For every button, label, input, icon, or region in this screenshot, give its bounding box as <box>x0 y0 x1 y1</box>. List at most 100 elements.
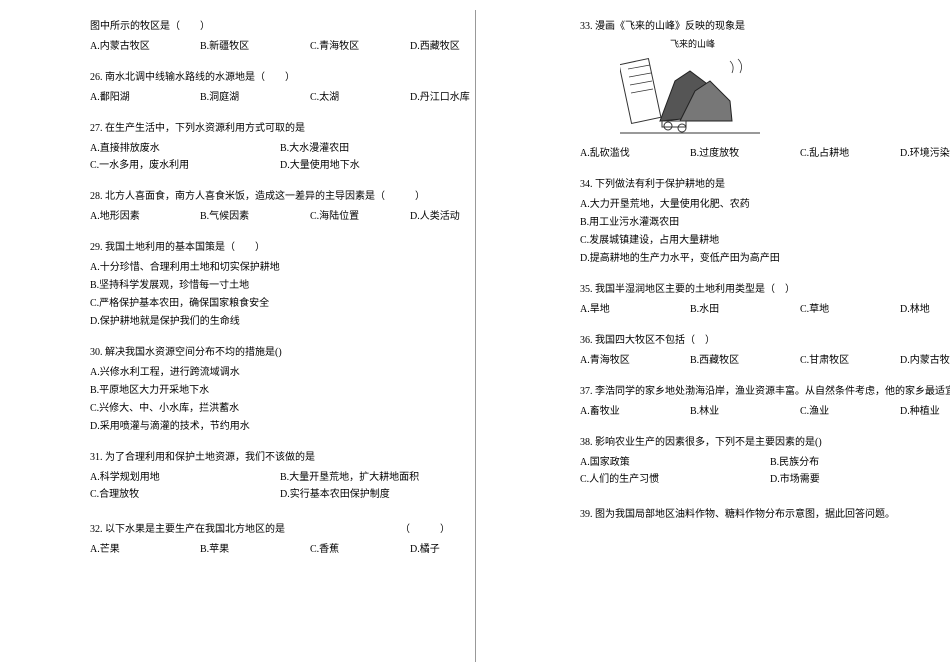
q33-cartoon-image: 飞来的山峰 <box>620 39 760 139</box>
q27-opt-d: D.大量使用地下水 <box>280 157 470 174</box>
q27-opt-a: A.直接排放废水 <box>90 140 280 157</box>
question-35: 35. 我国半湿润地区主要的土地利用类型是（ ） A.旱地 B.水田 C.草地 … <box>580 281 950 318</box>
question-34: 34. 下列做法有利于保护耕地的是 A.大力开垦荒地，大量使用化肥、农药 B.用… <box>580 176 950 267</box>
q33-opt-a: A.乱砍滥伐 <box>580 145 690 162</box>
q31-options-2: C.合理放牧 D.实行基本农田保护制度 <box>90 486 510 503</box>
q37-opt-b: B.林业 <box>690 403 800 420</box>
q36-opt-d: D.内蒙古牧区 <box>900 352 950 369</box>
q34-opt-c: C.发展城镇建设，占用大量耕地 <box>580 232 950 249</box>
q27-opt-b: B.大水漫灌农田 <box>280 140 470 157</box>
q30-opt-a: A.兴修水利工程，进行跨流域调水 <box>90 364 510 381</box>
question-33: 33. 漫画《飞来的山峰》反映的现象是 飞来的山峰 <box>580 18 950 162</box>
right-column: 33. 漫画《飞来的山峰》反映的现象是 飞来的山峰 <box>540 0 950 672</box>
q26-opt-a: A.鄱阳湖 <box>90 89 200 106</box>
q36-stem: 36. 我国四大牧区不包括（ ） <box>580 332 950 349</box>
q27-options-1: A.直接排放废水 B.大水漫灌农田 <box>90 140 510 157</box>
q36-opt-b: B.西藏牧区 <box>690 352 800 369</box>
q35-opt-b: B.水田 <box>690 301 800 318</box>
question-30: 30. 解决我国水资源空间分布不均的措施是() A.兴修水利工程，进行跨流域调水… <box>90 344 510 435</box>
q38-opt-d: D.市场需要 <box>770 471 950 488</box>
q31-opt-b: B.大量开垦荒地，扩大耕地面积 <box>280 469 470 486</box>
q35-options: A.旱地 B.水田 C.草地 D.林地 <box>580 301 950 318</box>
question-38: 38. 影响农业生产的因素很多，下列不是主要因素的是() A.国家政策 B.民族… <box>580 434 950 488</box>
q34-stem: 34. 下列做法有利于保护耕地的是 <box>580 176 950 193</box>
q33-stem: 33. 漫画《飞来的山峰》反映的现象是 <box>580 18 950 35</box>
q25-stem: 图中所示的牧区是（ ） <box>90 18 510 35</box>
q26-options: A.鄱阳湖 B.洞庭湖 C.太湖 D.丹江口水库 <box>90 89 510 106</box>
q27-opt-c: C.一水多用，废水利用 <box>90 157 280 174</box>
page-container: 图中所示的牧区是（ ） A.内蒙古牧区 B.新疆牧区 C.青海牧区 D.西藏牧区… <box>0 0 950 672</box>
q33-opt-c: C.乱占耕地 <box>800 145 900 162</box>
q31-options-1: A.科学规划用地 B.大量开垦荒地，扩大耕地面积 <box>90 469 510 486</box>
q37-opt-c: C.渔业 <box>800 403 900 420</box>
q35-opt-c: C.草地 <box>800 301 900 318</box>
q35-opt-a: A.旱地 <box>580 301 690 318</box>
q29-opt-d: D.保护耕地就是保护我们的生命线 <box>90 313 510 330</box>
q28-stem: 28. 北方人喜面食，南方人喜食米饭，造成这一差异的主导因素是（ ） <box>90 188 510 205</box>
question-25: 图中所示的牧区是（ ） A.内蒙古牧区 B.新疆牧区 C.青海牧区 D.西藏牧区 <box>90 18 510 55</box>
q32-opt-c: C.香蕉 <box>310 541 410 558</box>
q29-opt-c: C.严格保护基本农田，确保国家粮食安全 <box>90 295 510 312</box>
q26-opt-d: D.丹江口水库 <box>410 89 510 106</box>
question-27: 27. 在生产生活中，下列水资源利用方式可取的是 A.直接排放废水 B.大水漫灌… <box>90 120 510 174</box>
question-39: 39. 图为我国局部地区油料作物、糖料作物分布示意图，据此回答问题。 <box>580 506 950 523</box>
q29-options: A.十分珍惜、合理利用土地和切实保护耕地 B.坚持科学发展观，珍惜每一寸土地 C… <box>90 259 510 330</box>
q26-stem: 26. 南水北调中线输水路线的水源地是（ ） <box>90 69 510 86</box>
q32-stem: 32. 以下水果是主要生产在我国北方地区的是 （ ） <box>90 521 510 538</box>
q33-opt-b: B.过度放牧 <box>690 145 800 162</box>
question-29: 29. 我国土地利用的基本国策是（ ） A.十分珍惜、合理利用土地和切实保护耕地… <box>90 239 510 330</box>
q35-stem: 35. 我国半湿润地区主要的土地利用类型是（ ） <box>580 281 950 298</box>
q36-opt-a: A.青海牧区 <box>580 352 690 369</box>
q38-opt-a: A.国家政策 <box>580 454 770 471</box>
q28-opt-b: B.气候因素 <box>200 208 310 225</box>
question-28: 28. 北方人喜面食，南方人喜食米饭，造成这一差异的主导因素是（ ） A.地形因… <box>90 188 510 225</box>
q38-options-2: C.人们的生产习惯 D.市场需要 <box>580 471 950 488</box>
q25-opt-b: B.新疆牧区 <box>200 38 310 55</box>
q28-opt-d: D.人类活动 <box>410 208 510 225</box>
q32-options: A.芒果 B.苹果 C.香蕉 D.橘子 <box>90 541 510 558</box>
q29-opt-a: A.十分珍惜、合理利用土地和切实保护耕地 <box>90 259 510 276</box>
q25-opt-a: A.内蒙古牧区 <box>90 38 200 55</box>
q38-options-1: A.国家政策 B.民族分布 <box>580 454 950 471</box>
column-divider <box>475 10 476 662</box>
q29-opt-b: B.坚持科学发展观，珍惜每一寸土地 <box>90 277 510 294</box>
q29-stem: 29. 我国土地利用的基本国策是（ ） <box>90 239 510 256</box>
q32-opt-d: D.橘子 <box>410 541 510 558</box>
q35-opt-d: D.林地 <box>900 301 950 318</box>
q38-opt-c: C.人们的生产习惯 <box>580 471 770 488</box>
question-31: 31. 为了合理利用和保护土地资源，我们不该做的是 A.科学规划用地 B.大量开… <box>90 449 510 503</box>
q30-opt-c: C.兴修大、中、小水库，拦洪蓄水 <box>90 400 510 417</box>
q31-opt-a: A.科学规划用地 <box>90 469 280 486</box>
q31-opt-d: D.实行基本农田保护制度 <box>280 486 470 503</box>
q25-opt-d: D.西藏牧区 <box>410 38 510 55</box>
q37-opt-d: D.种植业 <box>900 403 950 420</box>
left-column: 图中所示的牧区是（ ） A.内蒙古牧区 B.新疆牧区 C.青海牧区 D.西藏牧区… <box>0 0 540 672</box>
q37-opt-a: A.畜牧业 <box>580 403 690 420</box>
q34-opt-b: B.用工业污水灌溉农田 <box>580 214 950 231</box>
q36-options: A.青海牧区 B.西藏牧区 C.甘肃牧区 D.内蒙古牧区 <box>580 352 950 369</box>
question-36: 36. 我国四大牧区不包括（ ） A.青海牧区 B.西藏牧区 C.甘肃牧区 D.… <box>580 332 950 369</box>
q34-opt-a: A.大力开垦荒地，大量使用化肥、农药 <box>580 196 950 213</box>
q34-options: A.大力开垦荒地，大量使用化肥、农药 B.用工业污水灌溉农田 C.发展城镇建设，… <box>580 196 950 267</box>
q25-options: A.内蒙古牧区 B.新疆牧区 C.青海牧区 D.西藏牧区 <box>90 38 510 55</box>
q28-opt-a: A.地形因素 <box>90 208 200 225</box>
q39-stem: 39. 图为我国局部地区油料作物、糖料作物分布示意图，据此回答问题。 <box>580 506 950 523</box>
q30-stem: 30. 解决我国水资源空间分布不均的措施是() <box>90 344 510 361</box>
q32-opt-b: B.苹果 <box>200 541 310 558</box>
q26-opt-c: C.太湖 <box>310 89 410 106</box>
q33-opt-d: D.环境污染 <box>900 145 950 162</box>
q25-opt-c: C.青海牧区 <box>310 38 410 55</box>
q37-options: A.畜牧业 B.林业 C.渔业 D.种植业 <box>580 403 950 420</box>
cartoon-icon <box>620 51 760 139</box>
question-26: 26. 南水北调中线输水路线的水源地是（ ） A.鄱阳湖 B.洞庭湖 C.太湖 … <box>90 69 510 106</box>
q33-image-caption: 飞来的山峰 <box>670 37 715 52</box>
q26-opt-b: B.洞庭湖 <box>200 89 310 106</box>
q36-opt-c: C.甘肃牧区 <box>800 352 900 369</box>
q34-opt-d: D.提高耕地的生产力水平，变低产田为高产田 <box>580 250 950 267</box>
q31-stem: 31. 为了合理利用和保护土地资源，我们不该做的是 <box>90 449 510 466</box>
q30-opt-d: D.采用喷灌与滴灌的技术，节约用水 <box>90 418 510 435</box>
q38-opt-b: B.民族分布 <box>770 454 950 471</box>
question-37: 37. 李浩同学的家乡地处渤海沿岸，渔业资源丰富。从自然条件考虑，他的家乡最适宜… <box>580 383 950 420</box>
q27-options-2: C.一水多用，废水利用 D.大量使用地下水 <box>90 157 510 174</box>
q32-opt-a: A.芒果 <box>90 541 200 558</box>
